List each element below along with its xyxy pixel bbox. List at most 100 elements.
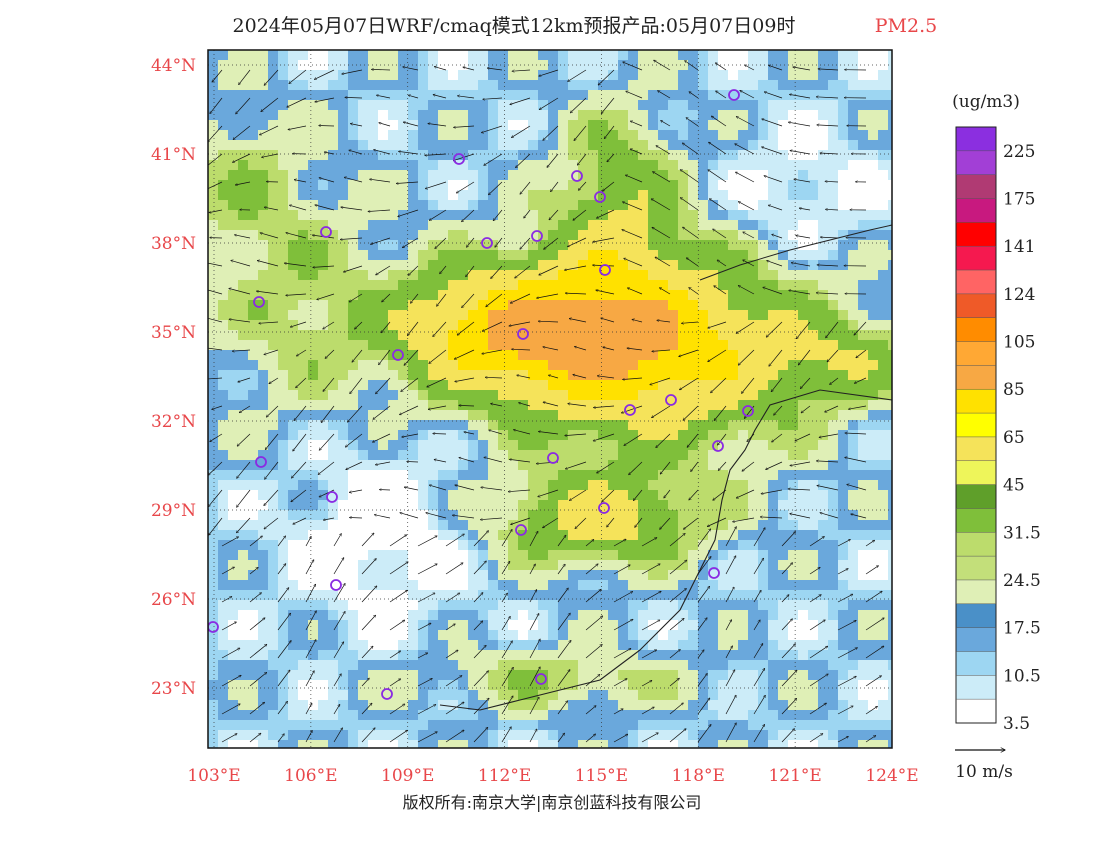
field-cell bbox=[308, 430, 319, 441]
field-cell bbox=[508, 350, 519, 361]
field-cell bbox=[758, 330, 769, 341]
field-cell bbox=[288, 60, 299, 71]
field-cell bbox=[778, 320, 789, 331]
field-cell bbox=[558, 340, 569, 351]
field-cell bbox=[738, 90, 749, 101]
field-cell bbox=[828, 520, 839, 531]
field-cell bbox=[848, 170, 859, 181]
field-cell bbox=[808, 540, 819, 551]
field-cell bbox=[688, 560, 699, 571]
field-cell bbox=[888, 430, 892, 441]
field-cell bbox=[838, 200, 849, 211]
field-cell bbox=[628, 70, 639, 81]
field-cell bbox=[458, 60, 469, 71]
field-cell bbox=[248, 340, 259, 351]
field-cell bbox=[538, 80, 549, 91]
field-cell bbox=[578, 540, 589, 551]
field-cell bbox=[708, 240, 719, 251]
field-cell bbox=[218, 580, 229, 591]
field-cell bbox=[558, 450, 569, 461]
field-cell bbox=[728, 230, 739, 241]
field-cell bbox=[388, 610, 399, 621]
field-cell bbox=[438, 310, 449, 321]
field-cell bbox=[688, 630, 699, 641]
field-cell bbox=[348, 200, 359, 211]
field-cell bbox=[288, 140, 299, 151]
field-cell bbox=[508, 380, 519, 391]
field-cell bbox=[258, 350, 269, 361]
field-cell bbox=[728, 510, 739, 521]
field-cell bbox=[278, 710, 289, 721]
field-cell bbox=[348, 240, 359, 251]
field-cell bbox=[428, 680, 439, 691]
field-cell bbox=[308, 330, 319, 341]
field-cell bbox=[388, 540, 399, 551]
field-cell bbox=[298, 470, 309, 481]
field-cell bbox=[718, 290, 729, 301]
field-cell bbox=[698, 480, 709, 491]
field-cell bbox=[848, 290, 859, 301]
field-cell bbox=[488, 670, 499, 681]
field-cell bbox=[358, 580, 369, 591]
field-cell bbox=[368, 600, 379, 611]
field-cell bbox=[518, 680, 529, 691]
field-cell bbox=[598, 480, 609, 491]
field-cell bbox=[888, 740, 892, 748]
field-cell bbox=[768, 440, 779, 451]
field-cell bbox=[518, 540, 529, 551]
field-cell bbox=[218, 60, 229, 71]
field-cell bbox=[628, 410, 639, 421]
field-cell bbox=[618, 480, 629, 491]
field-cell bbox=[728, 300, 739, 311]
field-cell bbox=[738, 730, 749, 741]
field-cell bbox=[538, 260, 549, 271]
field-cell bbox=[498, 360, 509, 371]
field-cell bbox=[478, 720, 489, 731]
field-cell bbox=[358, 110, 369, 121]
field-cell bbox=[818, 450, 829, 461]
field-cell bbox=[608, 570, 619, 581]
wind-arrow bbox=[653, 172, 671, 183]
field-cell bbox=[378, 160, 389, 171]
field-cell bbox=[278, 370, 289, 381]
field-cell bbox=[538, 550, 549, 561]
field-cell bbox=[818, 50, 829, 61]
field-cell bbox=[278, 630, 289, 641]
field-cell bbox=[308, 390, 319, 401]
field-cell bbox=[828, 420, 839, 431]
wind-arrow bbox=[762, 119, 783, 127]
field-cell bbox=[358, 210, 369, 221]
field-cell bbox=[508, 670, 519, 681]
field-cell bbox=[238, 390, 249, 401]
field-cell bbox=[278, 180, 289, 191]
wind-arrow bbox=[825, 181, 839, 182]
field-cell bbox=[508, 370, 519, 381]
field-cell bbox=[458, 310, 469, 321]
field-cell bbox=[338, 290, 349, 301]
field-cell bbox=[508, 240, 519, 251]
field-cell bbox=[868, 220, 879, 231]
field-cell bbox=[228, 290, 239, 301]
field-cell bbox=[748, 170, 759, 181]
field-cell bbox=[478, 600, 489, 611]
field-cell bbox=[888, 680, 892, 691]
field-cell bbox=[358, 720, 369, 731]
field-cell bbox=[838, 210, 849, 221]
field-cell bbox=[828, 530, 839, 541]
field-cell bbox=[618, 90, 629, 101]
field-cell bbox=[698, 600, 709, 611]
field-cell bbox=[648, 660, 659, 671]
field-cell bbox=[828, 690, 839, 701]
field-cell bbox=[618, 200, 629, 211]
field-cell bbox=[208, 180, 219, 191]
field-cell bbox=[298, 730, 309, 741]
field-cell bbox=[398, 50, 409, 61]
field-cell bbox=[308, 120, 319, 131]
field-cell bbox=[758, 100, 769, 111]
field-cell bbox=[708, 610, 719, 621]
field-cell bbox=[328, 680, 339, 691]
field-cell bbox=[398, 360, 409, 371]
field-cell bbox=[218, 560, 229, 571]
field-cell bbox=[738, 420, 749, 431]
field-cell bbox=[448, 570, 459, 581]
